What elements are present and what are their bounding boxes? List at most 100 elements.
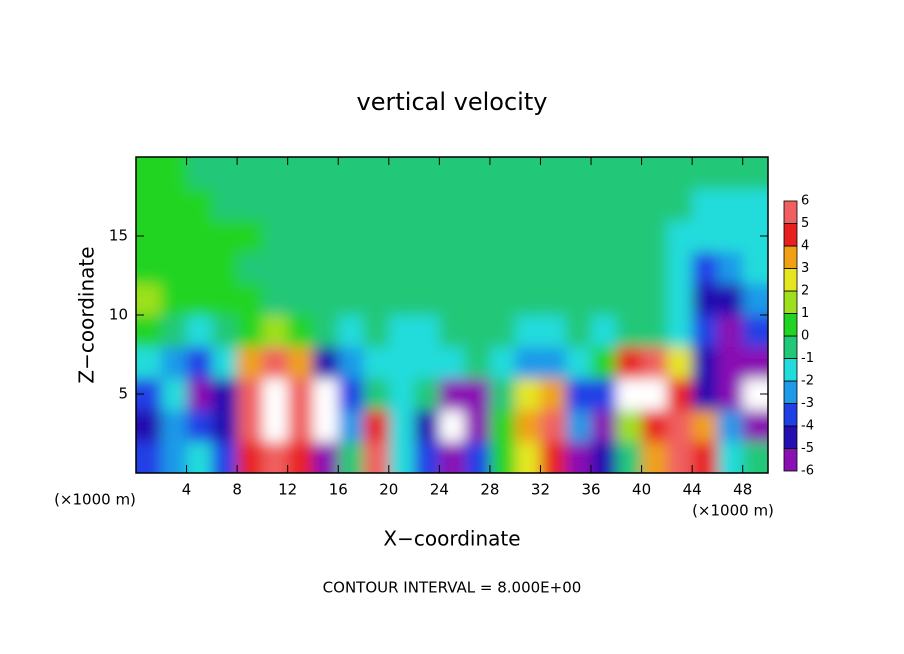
field-cell [742,346,768,379]
field-cell [363,409,390,442]
field-cell [692,220,718,253]
field-cell [692,441,718,473]
field-cell [717,220,744,253]
field-cell [616,346,643,379]
field-cell [186,220,213,253]
field-cell [186,283,213,316]
field-cell [641,283,668,316]
field-cell [338,283,365,316]
field-cell [312,346,339,379]
field-cell [287,378,314,411]
field-cell [742,283,768,316]
field-cell [363,346,390,379]
field-cell [237,346,263,379]
field-cell [388,346,415,379]
field-cell [312,220,339,253]
field-cell [136,315,162,348]
field-cell [363,157,390,190]
field-cell [616,157,643,190]
field-cell [591,157,617,190]
field-cell [388,441,415,473]
field-cell [439,157,466,190]
annotation: CONTOUR INTERVAL = 8.000E+00 [323,579,582,597]
field-cell [312,251,339,284]
field-cell [338,188,365,221]
field-cell [464,283,491,316]
field-cell [565,157,592,190]
field-cell [540,346,567,379]
field-cell [161,409,188,442]
field-cell [515,188,541,221]
field-cell [363,188,390,221]
field-cell [439,188,466,221]
field-cell [237,220,263,253]
field-cell [464,157,491,190]
field-cell [186,378,213,411]
field-cell [287,251,314,284]
field-cell [641,346,668,379]
field-cell [515,315,541,348]
field-cell [439,283,466,316]
colorbar-label: 1 [801,306,809,321]
field-cell [515,251,541,284]
x-tick-label: 36 [581,481,600,499]
field-cell [388,251,415,284]
colorbar-label: -1 [801,351,814,366]
field-cell [312,409,339,442]
field-cell [742,157,768,190]
field-cell [237,409,263,442]
x-tick-label: 32 [531,481,550,499]
field-cell [439,441,466,473]
field-cell [692,188,718,221]
field-cell [211,283,238,316]
field-cell [641,409,668,442]
field-cell [641,220,668,253]
field-cell [515,346,541,379]
colorbar-label: -6 [801,464,814,479]
field-cell [262,251,289,284]
field-cell [136,157,162,190]
field-cell [338,315,365,348]
field-cell [439,346,466,379]
field-cell [616,378,643,411]
field-cell [489,251,516,284]
field-cell [262,157,289,190]
field-cell [489,220,516,253]
field-cell [717,378,744,411]
field-cell [414,251,440,284]
field-cell [616,220,643,253]
field-cell [742,441,768,473]
field-cell [717,409,744,442]
field-cell [489,346,516,379]
field-cell [237,441,263,473]
field-cell [136,346,162,379]
field-cell [717,315,744,348]
colorbar-label: -5 [801,441,814,456]
field-cell [211,251,238,284]
colorbar-swatch [783,448,798,472]
y-tick-label: 5 [118,385,128,403]
field-cell [692,346,718,379]
field-cell [666,157,693,190]
field [136,157,768,473]
field-cell [666,188,693,221]
field-cell [363,251,390,284]
field-cell [262,346,289,379]
field-cell [540,188,567,221]
field-cell [641,378,668,411]
field-cell [742,188,768,221]
field-cell [540,315,567,348]
field-cell [237,157,263,190]
field-cell [515,157,541,190]
field-cell [692,283,718,316]
field-cell [565,283,592,316]
field-cell [540,220,567,253]
field-cell [312,188,339,221]
colorbar-label: -2 [801,374,814,389]
field-cell [565,378,592,411]
field-cell [186,315,213,348]
field-cell [464,441,491,473]
field-cell [540,283,567,316]
field-cell [136,188,162,221]
